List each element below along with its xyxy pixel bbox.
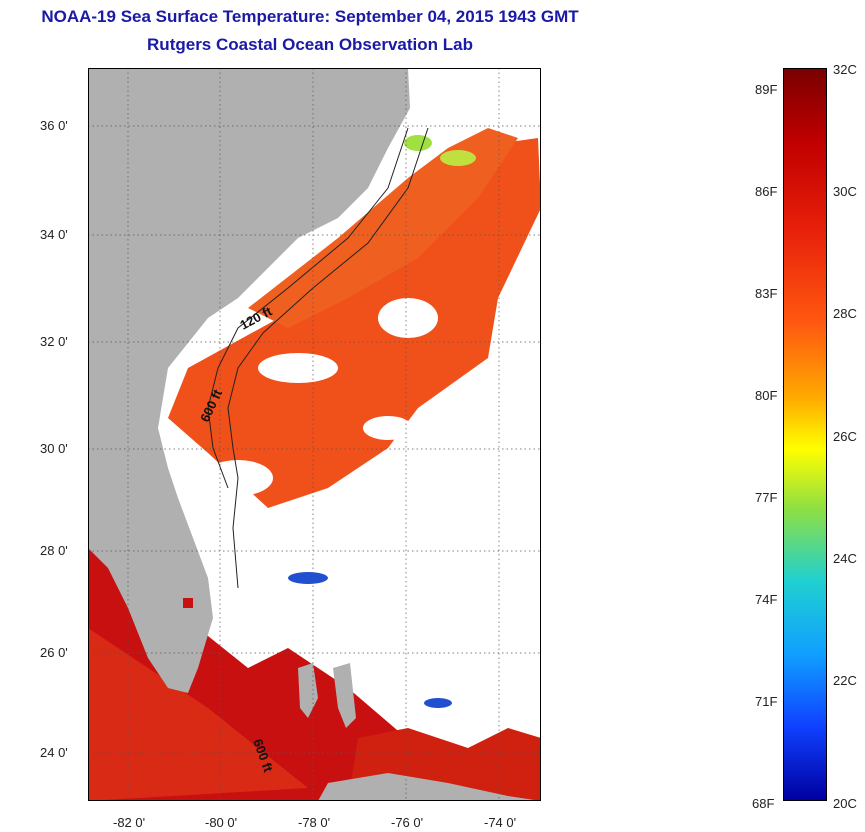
sst-region-north-2: [248, 128, 518, 328]
colorbar-c-label: 28C: [833, 306, 857, 321]
cloud-patch: [378, 298, 438, 338]
land-andros: [333, 663, 356, 728]
cool-patch: [424, 698, 452, 708]
colorbar-c-label: 20C: [833, 796, 857, 811]
sst-region-south-2: [88, 628, 308, 801]
colorbar-c-label: 24C: [833, 551, 857, 566]
colorbar-c-label: 30C: [833, 184, 857, 199]
lon-tick: -78 0': [298, 815, 331, 830]
lon-tick: -80 0': [205, 815, 238, 830]
cloud-patch: [363, 416, 413, 440]
colorbar-f-label: 77F: [755, 490, 778, 505]
land-us-southeast: [88, 68, 410, 693]
lon-tick: -76 0': [391, 815, 424, 830]
lat-tick: 36 0': [40, 118, 68, 133]
lat-tick: 32 0': [40, 334, 68, 349]
sst-region-north: [168, 138, 541, 508]
cool-patch: [440, 150, 476, 166]
colorbar-f-label: 80F: [755, 388, 778, 403]
lat-tick: 30 0': [40, 441, 68, 456]
map-frame: [88, 68, 541, 801]
map-subtitle: Rutgers Coastal Ocean Observation Lab: [147, 35, 473, 54]
lon-tick: -74 0': [484, 815, 517, 830]
colorbar-c-label: 22C: [833, 673, 857, 688]
contour-120ft: [207, 127, 409, 489]
lat-tick: 26 0': [40, 645, 68, 660]
colorbar-f-label: 89F: [755, 82, 778, 97]
colorbar-f-label: 83F: [755, 286, 778, 301]
colorbar-f-label: 86F: [755, 184, 778, 199]
colorbar-c-label: 26C: [833, 429, 857, 444]
colorbar-f-label: 68F: [752, 796, 775, 811]
map-title: NOAA-19 Sea Surface Temperature: Septemb…: [41, 7, 579, 26]
colorbar-c-label: 32C: [833, 62, 857, 77]
lake-okeechobee: [183, 598, 193, 608]
cloud-patch: [258, 353, 338, 383]
lon-tick: -82 0': [113, 815, 146, 830]
cool-patch: [288, 572, 328, 584]
land-cuba: [318, 773, 541, 801]
lat-tick: 28 0': [40, 543, 68, 558]
lat-tick: 24 0': [40, 745, 68, 760]
colorbar: [783, 68, 827, 801]
colorbar-f-label: 71F: [755, 694, 778, 709]
cool-patch: [404, 135, 432, 151]
contour-600ft: [227, 127, 429, 589]
sst-map: 120 ft 600 ft 600 ft: [88, 68, 541, 801]
colorbar-f-label: 74F: [755, 592, 778, 607]
lat-tick: 34 0': [40, 227, 68, 242]
